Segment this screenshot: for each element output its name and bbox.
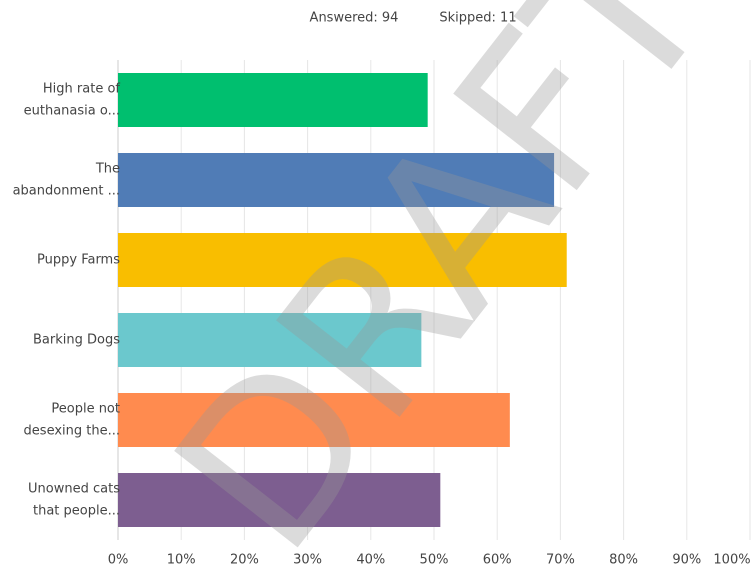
skipped: Skipped: 11 bbox=[439, 11, 516, 26]
x-tick-label: 0% bbox=[108, 553, 129, 568]
x-tick-label: 90% bbox=[672, 553, 701, 568]
bar bbox=[118, 393, 510, 447]
answered: Answered: 94 bbox=[310, 11, 399, 26]
x-tick-label: 40% bbox=[356, 553, 385, 568]
bar bbox=[118, 233, 567, 287]
y-tick-label: People not bbox=[51, 402, 120, 417]
x-tick-label: 50% bbox=[420, 553, 449, 568]
bar bbox=[118, 73, 428, 127]
y-tick-label: that people... bbox=[33, 504, 120, 519]
y-tick-label: abandonment ... bbox=[13, 184, 120, 199]
y-tick-label: euthanasia o... bbox=[24, 104, 120, 119]
y-tick-label: Unowned cats bbox=[28, 482, 120, 497]
y-tick-label: desexing the... bbox=[24, 424, 120, 439]
x-tick-label: 10% bbox=[167, 553, 196, 568]
x-tick-label: 80% bbox=[609, 553, 638, 568]
x-tick-label: 30% bbox=[293, 553, 322, 568]
x-tick-label: 20% bbox=[230, 553, 259, 568]
x-tick-label: 70% bbox=[546, 553, 575, 568]
x-tick-label: 100% bbox=[713, 553, 750, 568]
x-tick-label: 60% bbox=[483, 553, 512, 568]
y-tick-label: Puppy Farms bbox=[37, 253, 120, 268]
y-tick-label: High rate of bbox=[43, 82, 121, 97]
bar bbox=[118, 473, 441, 527]
y-tick-label: Barking Dogs bbox=[33, 333, 120, 348]
bar bbox=[118, 313, 422, 367]
y-tick-label: The bbox=[95, 162, 120, 177]
bar bbox=[118, 153, 555, 207]
